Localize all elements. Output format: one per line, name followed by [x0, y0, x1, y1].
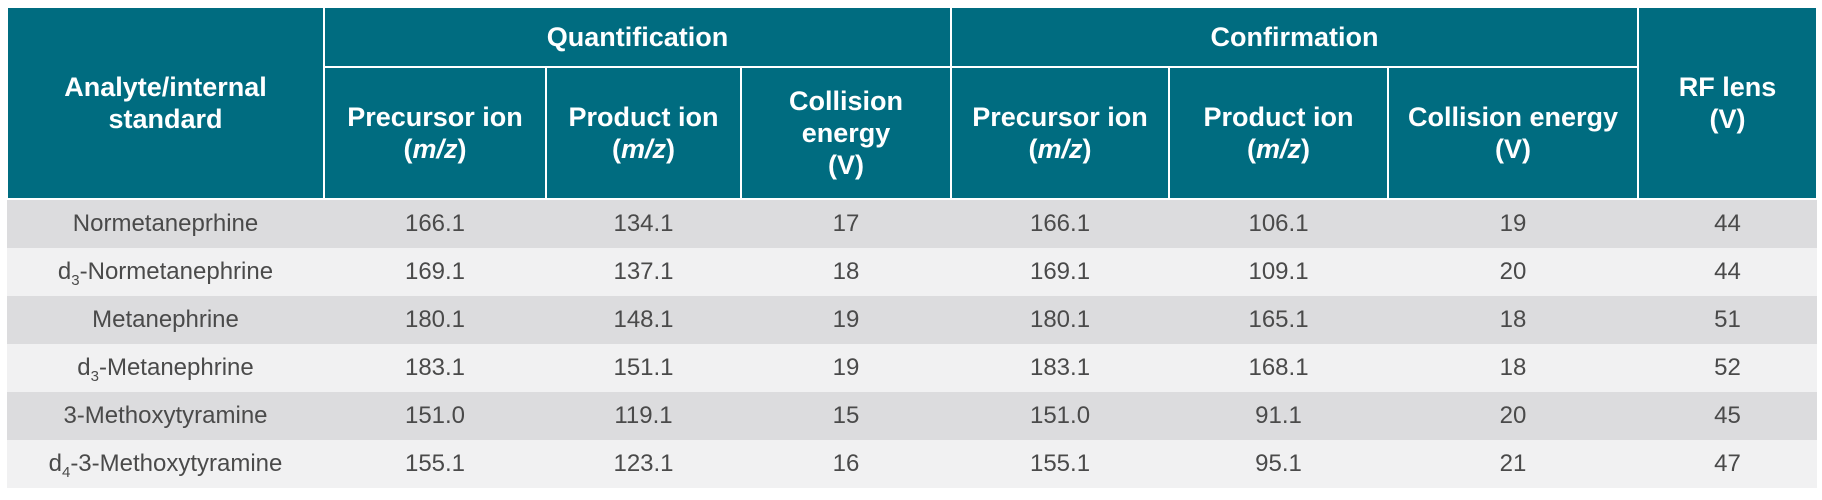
- cell-analyte: Normetaneprhine: [7, 199, 324, 248]
- cell-rf-lens: 51: [1638, 296, 1818, 344]
- analyte-name: Metanephrine: [92, 306, 239, 333]
- cell-rf-lens: 47: [1638, 440, 1818, 488]
- cell-quant-precursor: 169.1: [324, 248, 546, 296]
- cell-quant-collision: 15: [741, 392, 952, 440]
- mz-label: m/z: [1256, 134, 1302, 164]
- cell-quant-product: 123.1: [546, 440, 741, 488]
- cell-quant-collision: 19: [741, 344, 952, 392]
- header-conf-product: Product ion (m/z): [1168, 66, 1390, 200]
- precursor-label: Precursor ion: [972, 102, 1148, 132]
- analyte-prefix: d: [77, 354, 91, 381]
- cell-quant-precursor: 183.1: [324, 344, 546, 392]
- table-body: Normetaneprhine 166.1 134.1 17 166.1 106…: [7, 199, 1818, 488]
- cell-conf-precursor: 183.1: [951, 344, 1170, 392]
- analyte-name: -3-Methoxytyramine: [70, 450, 283, 477]
- header-quantification: Quantification: [322, 6, 953, 68]
- mrm-parameters-table: Analyte/internal standard Quantification…: [6, 6, 1819, 488]
- analyte-prefix: d: [48, 450, 62, 477]
- cell-analyte: d3-Normetanephrine: [7, 248, 324, 296]
- header-quant-product: Product ion (m/z): [545, 66, 742, 200]
- cell-analyte: 3-Methoxytyramine: [7, 392, 324, 440]
- table-row: Metanephrine 180.1 148.1 19 180.1 165.1 …: [7, 296, 1818, 344]
- table-row: 3-Methoxytyramine 151.0 119.1 15 151.0 9…: [7, 392, 1818, 440]
- table-row: Normetaneprhine 166.1 134.1 17 166.1 106…: [7, 199, 1818, 248]
- analyte-name: -Metanephrine: [98, 354, 254, 381]
- cell-quant-precursor: 151.0: [324, 392, 546, 440]
- cell-conf-product: 106.1: [1169, 199, 1389, 248]
- cell-rf-lens: 52: [1638, 344, 1818, 392]
- cell-quant-collision: 17: [741, 199, 952, 248]
- cell-conf-collision: 18: [1388, 344, 1639, 392]
- cell-quant-collision: 16: [741, 440, 952, 488]
- header-conf-collision: Collision energy (V): [1387, 66, 1640, 200]
- cell-conf-product: 168.1: [1169, 344, 1389, 392]
- cell-quant-product: 137.1: [546, 248, 741, 296]
- cell-quant-collision: 18: [741, 248, 952, 296]
- cell-rf-lens: 44: [1638, 248, 1818, 296]
- collision-unit: (V): [1495, 134, 1532, 164]
- cell-conf-precursor: 180.1: [951, 296, 1170, 344]
- cell-conf-precursor: 166.1: [951, 199, 1170, 248]
- cell-quant-precursor: 166.1: [324, 199, 546, 248]
- rf-lens-label: RF lens: [1678, 72, 1777, 102]
- cell-conf-product: 109.1: [1169, 248, 1389, 296]
- header-row-columns: Precursor ion (m/z) Product ion (m/z) Coll…: [7, 66, 1817, 200]
- cell-conf-collision: 18: [1388, 296, 1639, 344]
- table-container: Analyte/internal standard Quantification…: [6, 6, 1819, 488]
- collision-label: Collision energy: [789, 86, 903, 148]
- collision-unit: (V): [828, 150, 864, 180]
- precursor-label: Precursor ion: [347, 102, 523, 132]
- header-analyte: Analyte/internal standard: [6, 6, 325, 200]
- header-row-groups: Analyte/internal standard Quantification…: [6, 6, 1819, 200]
- product-label: Product ion: [1203, 102, 1354, 132]
- cell-conf-collision: 20: [1388, 392, 1639, 440]
- analyte-subscript: 3: [90, 368, 99, 385]
- mz-label: m/z: [412, 134, 458, 164]
- table-row: d3-Metanephrine 183.1 151.1 19 183.1 168…: [7, 344, 1818, 392]
- header-confirmation: Confirmation: [950, 6, 1640, 68]
- cell-conf-precursor: 155.1: [951, 440, 1170, 488]
- table-row: d4-3-Methoxytyramine 155.1 123.1 16 155.…: [7, 440, 1818, 488]
- analyte-subscript: 4: [61, 464, 71, 481]
- mz-label: m/z: [620, 134, 666, 164]
- cell-conf-product: 165.1: [1169, 296, 1389, 344]
- cell-conf-collision: 20: [1388, 248, 1639, 296]
- cell-conf-precursor: 169.1: [951, 248, 1170, 296]
- rf-lens-unit: (V): [1709, 104, 1746, 134]
- analyte-name: Normetaneprhine: [72, 210, 259, 237]
- table-row: d3-Normetanephrine 169.1 137.1 18 169.1 …: [7, 248, 1818, 296]
- cell-quant-precursor: 180.1: [324, 296, 546, 344]
- cell-quant-collision: 19: [741, 296, 952, 344]
- analyte-prefix: d: [57, 258, 72, 285]
- cell-analyte: Metanephrine: [7, 296, 324, 344]
- analyte-name: 3-Methoxytyramine: [63, 402, 268, 429]
- cell-conf-product: 95.1: [1169, 440, 1389, 488]
- cell-rf-lens: 45: [1638, 392, 1818, 440]
- product-label: Product ion: [568, 102, 719, 132]
- analyte-subscript: 3: [71, 272, 80, 289]
- cell-rf-lens: 44: [1638, 199, 1818, 248]
- collision-label: Collision energy: [1408, 102, 1619, 132]
- table-header: Analyte/internal standard Quantification…: [6, 6, 1819, 200]
- header-rf-lens: RF lens (V): [1637, 6, 1819, 200]
- header-quant-precursor: Precursor ion (m/z): [323, 66, 547, 200]
- analyte-name: -Normetanephrine: [79, 258, 274, 285]
- cell-quant-product: 148.1: [546, 296, 741, 344]
- cell-quant-precursor: 155.1: [324, 440, 546, 488]
- cell-conf-collision: 19: [1388, 199, 1639, 248]
- cell-quant-product: 151.1: [546, 344, 741, 392]
- header-conf-precursor: Precursor ion (m/z): [950, 66, 1171, 200]
- cell-analyte: d3-Metanephrine: [7, 344, 324, 392]
- cell-quant-product: 119.1: [546, 392, 741, 440]
- cell-analyte: d4-3-Methoxytyramine: [7, 440, 324, 488]
- header-quant-collision: Collision energy (V): [739, 66, 953, 200]
- cell-conf-product: 91.1: [1169, 392, 1389, 440]
- cell-conf-precursor: 151.0: [951, 392, 1170, 440]
- cell-quant-product: 134.1: [546, 199, 741, 248]
- cell-conf-collision: 21: [1388, 440, 1639, 488]
- mz-label: m/z: [1037, 134, 1083, 164]
